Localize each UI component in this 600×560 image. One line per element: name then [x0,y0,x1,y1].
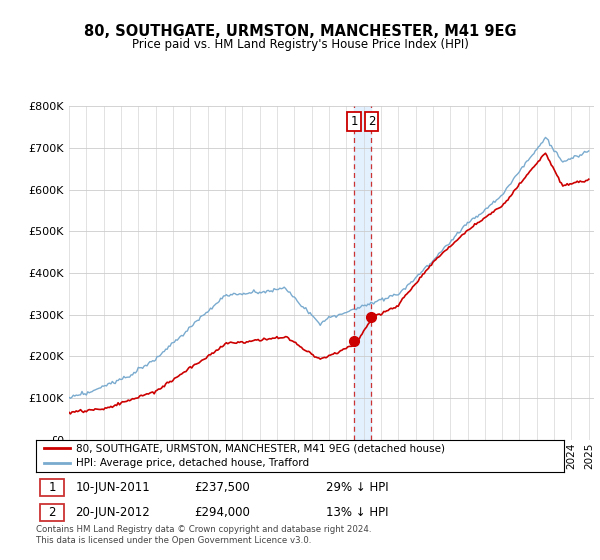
Text: 29% ↓ HPI: 29% ↓ HPI [326,481,389,494]
Text: 13% ↓ HPI: 13% ↓ HPI [326,506,389,519]
Text: Price paid vs. HM Land Registry's House Price Index (HPI): Price paid vs. HM Land Registry's House … [131,38,469,51]
Text: 80, SOUTHGATE, URMSTON, MANCHESTER, M41 9EG (detached house): 80, SOUTHGATE, URMSTON, MANCHESTER, M41 … [76,444,445,453]
Text: 10-JUN-2011: 10-JUN-2011 [76,481,151,494]
Text: £294,000: £294,000 [194,506,250,519]
Text: 1: 1 [49,481,56,494]
Text: 2: 2 [49,506,56,519]
Text: Contains HM Land Registry data © Crown copyright and database right 2024.
This d: Contains HM Land Registry data © Crown c… [36,525,371,545]
Bar [354,106,371,440]
Text: £237,500: £237,500 [194,481,250,494]
Text: 2: 2 [368,115,375,128]
Text: 1: 1 [350,115,358,128]
Text: 20-JUN-2012: 20-JUN-2012 [76,506,151,519]
Text: 80, SOUTHGATE, URMSTON, MANCHESTER, M41 9EG: 80, SOUTHGATE, URMSTON, MANCHESTER, M41 … [83,24,517,39]
Bar [40,504,64,521]
Text: HPI: Average price, detached house, Trafford: HPI: Average price, detached house, Traf… [76,459,309,468]
Bar [40,479,64,496]
